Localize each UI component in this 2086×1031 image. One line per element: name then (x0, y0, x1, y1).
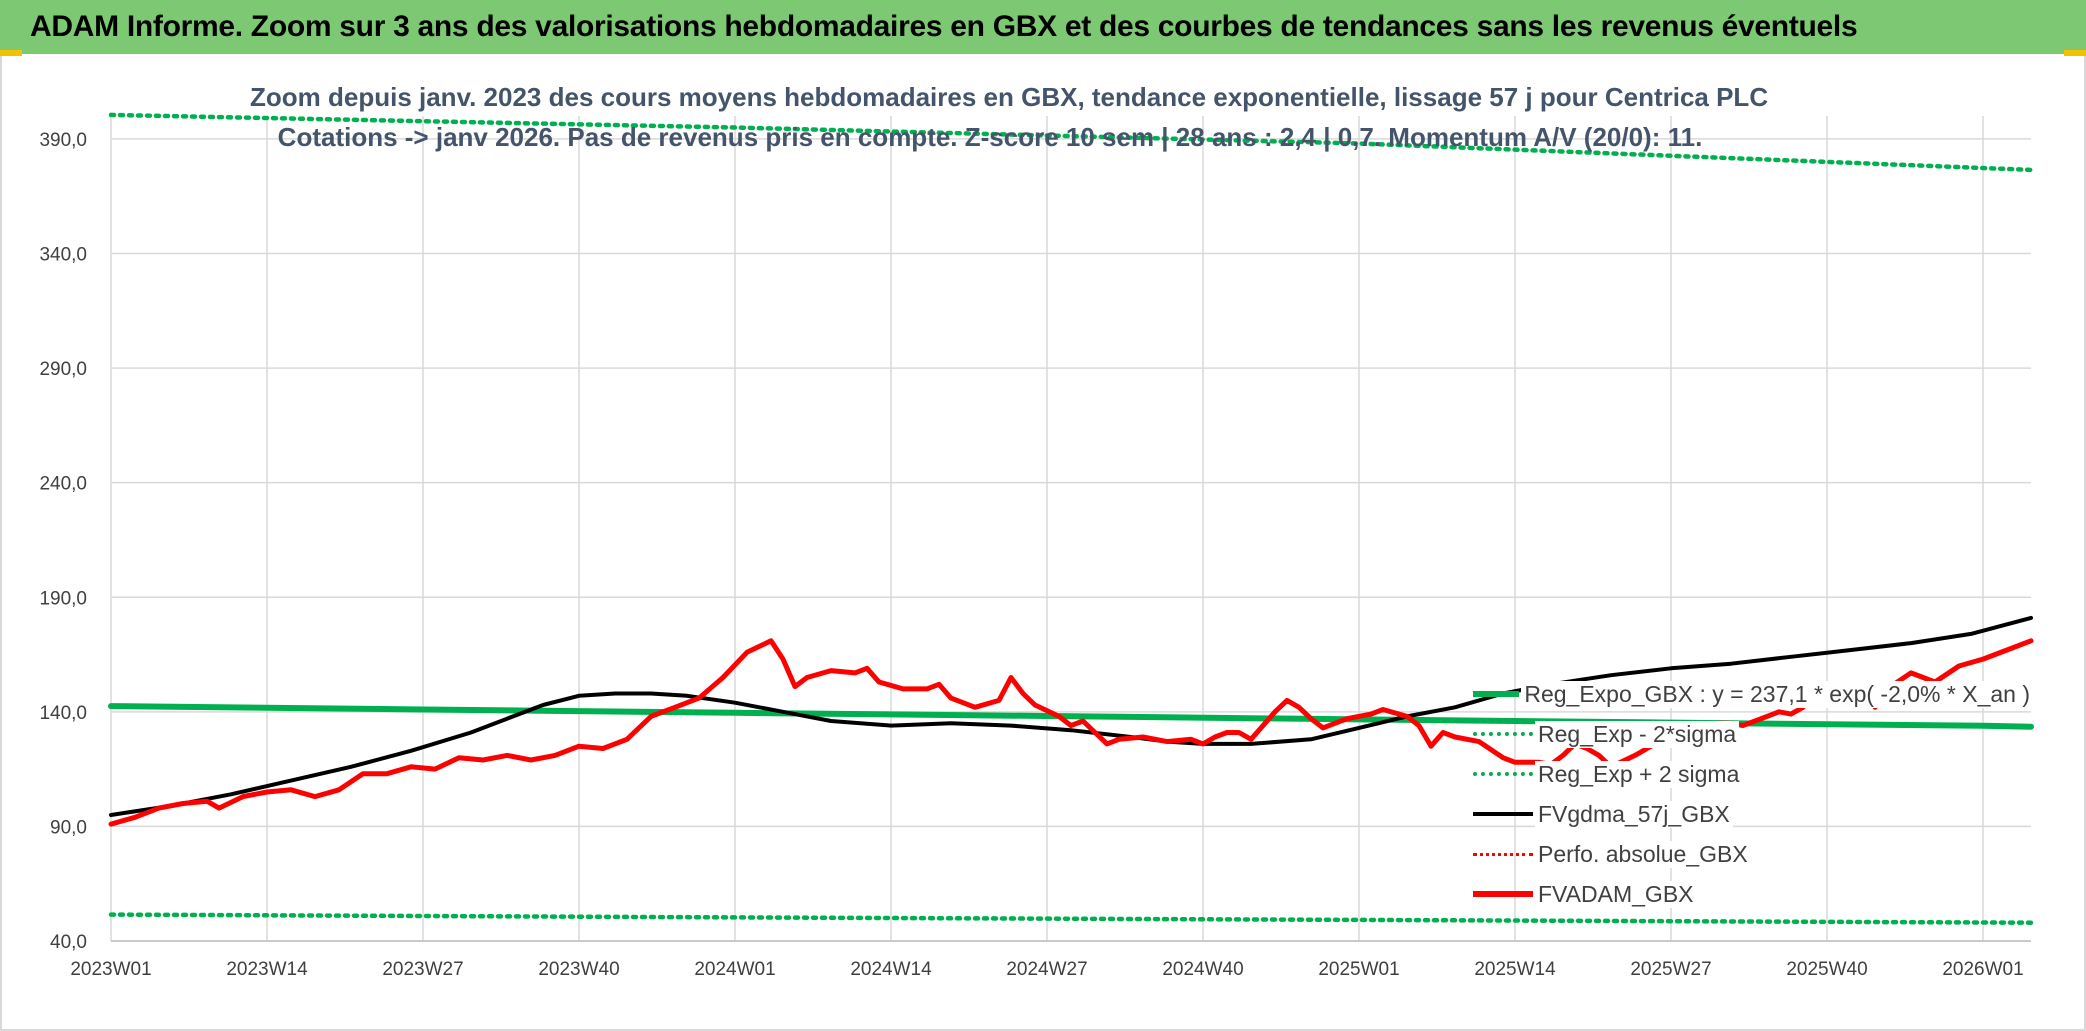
y-tick-label: 40,0 (50, 932, 87, 953)
axis-layer: 390,0 340,0 290,0 240,0 190,0 140,0 90,0 40,0 20… (39, 130, 2031, 980)
page-title: ADAM Informe. Zoom sur 3 ans des valoris… (30, 10, 1858, 43)
chart-subtitle-line-2: Cotations -> janv 2026. Pas de revenus p… (277, 122, 1703, 152)
y-tick-label: 240,0 (39, 474, 87, 495)
legend-label: FVgdma_57j_GBX (1535, 800, 1733, 828)
x-tick-label: 2024W40 (1162, 959, 1243, 980)
series-line-fvgdma-57j-gbx (109, 615, 2033, 817)
legend-swatch (1473, 812, 1533, 816)
legend-item: Reg_Exp - 2*sigma (1473, 714, 2033, 754)
legend-swatch (1473, 772, 1533, 776)
y-tick-label: 390,0 (39, 130, 87, 151)
corner-accent-left (0, 50, 22, 56)
y-tick-label: 90,0 (50, 817, 87, 838)
x-tick-label: 2025W01 (1318, 959, 1399, 980)
series-layer (108, 112, 2034, 925)
legend-label: Reg_Expo_GBX : y = 237,1 * exp( -2,0% * … (1521, 680, 2033, 708)
y-tick-label: 140,0 (39, 703, 87, 724)
x-tick-label: 2025W40 (1786, 959, 1867, 980)
y-tick-label: 290,0 (39, 359, 87, 380)
x-tick-label: 2024W01 (694, 959, 775, 980)
legend-label: Reg_Exp - 2*sigma (1535, 720, 1740, 748)
chart-legend: Reg_Expo_GBX : y = 237,1 * exp( -2,0% * … (1473, 674, 2033, 914)
legend-item: FVADAM_GBX (1473, 874, 2033, 914)
legend-item: Reg_Exp + 2 sigma (1473, 754, 2033, 794)
x-tick-label: 2023W14 (226, 959, 308, 980)
legend-label: FVADAM_GBX (1535, 880, 1697, 908)
x-tick-label: 2023W27 (382, 959, 463, 980)
series-line-reg-exp-2-sigma (108, 912, 2034, 925)
chart-subtitle-line-1: Zoom depuis janv. 2023 des cours moyens … (250, 82, 1769, 112)
chart-area: 390,0 340,0 290,0 240,0 190,0 140,0 90,0 40,0 20… (0, 56, 2086, 1031)
x-tick-label: 2024W27 (1006, 959, 1087, 980)
legend-label: Reg_Exp + 2 sigma (1535, 760, 1743, 788)
series-line-reg-exp-2-sigma (108, 112, 2034, 173)
x-tick-label: 2023W01 (70, 959, 151, 980)
y-tick-label: 190,0 (39, 588, 87, 609)
legend-swatch (1473, 852, 1533, 856)
legend-item: FVgdma_57j_GBX (1473, 794, 2033, 834)
legend-swatch (1473, 732, 1533, 736)
series-line-fvadam-gbx (108, 638, 2034, 827)
x-tick-label: 2024W14 (850, 959, 932, 980)
legend-swatch (1473, 691, 1520, 697)
title-bar: ADAM Informe. Zoom sur 3 ans des valoris… (0, 0, 2086, 54)
x-tick-label: 2026W01 (1942, 959, 2023, 980)
legend-item: Reg_Expo_GBX : y = 237,1 * exp( -2,0% * … (1473, 674, 2033, 714)
grid-layer (110, 116, 2031, 942)
y-tick-label: 340,0 (39, 245, 87, 266)
x-tick-label: 2025W14 (1474, 959, 1556, 980)
x-tick-label: 2025W27 (1630, 959, 1711, 980)
x-tick-label: 2023W40 (538, 959, 619, 980)
corner-accent-right (2064, 50, 2086, 56)
legend-swatch (1473, 891, 1533, 897)
legend-item: Perfo. absolue_GBX (1473, 834, 2033, 874)
series-line-reg-expo-gbx (108, 703, 2034, 730)
chart-svg: 390,0 340,0 290,0 240,0 190,0 140,0 90,0 40,0 20… (39, 112, 2034, 980)
legend-label: Perfo. absolue_GBX (1535, 840, 1751, 868)
